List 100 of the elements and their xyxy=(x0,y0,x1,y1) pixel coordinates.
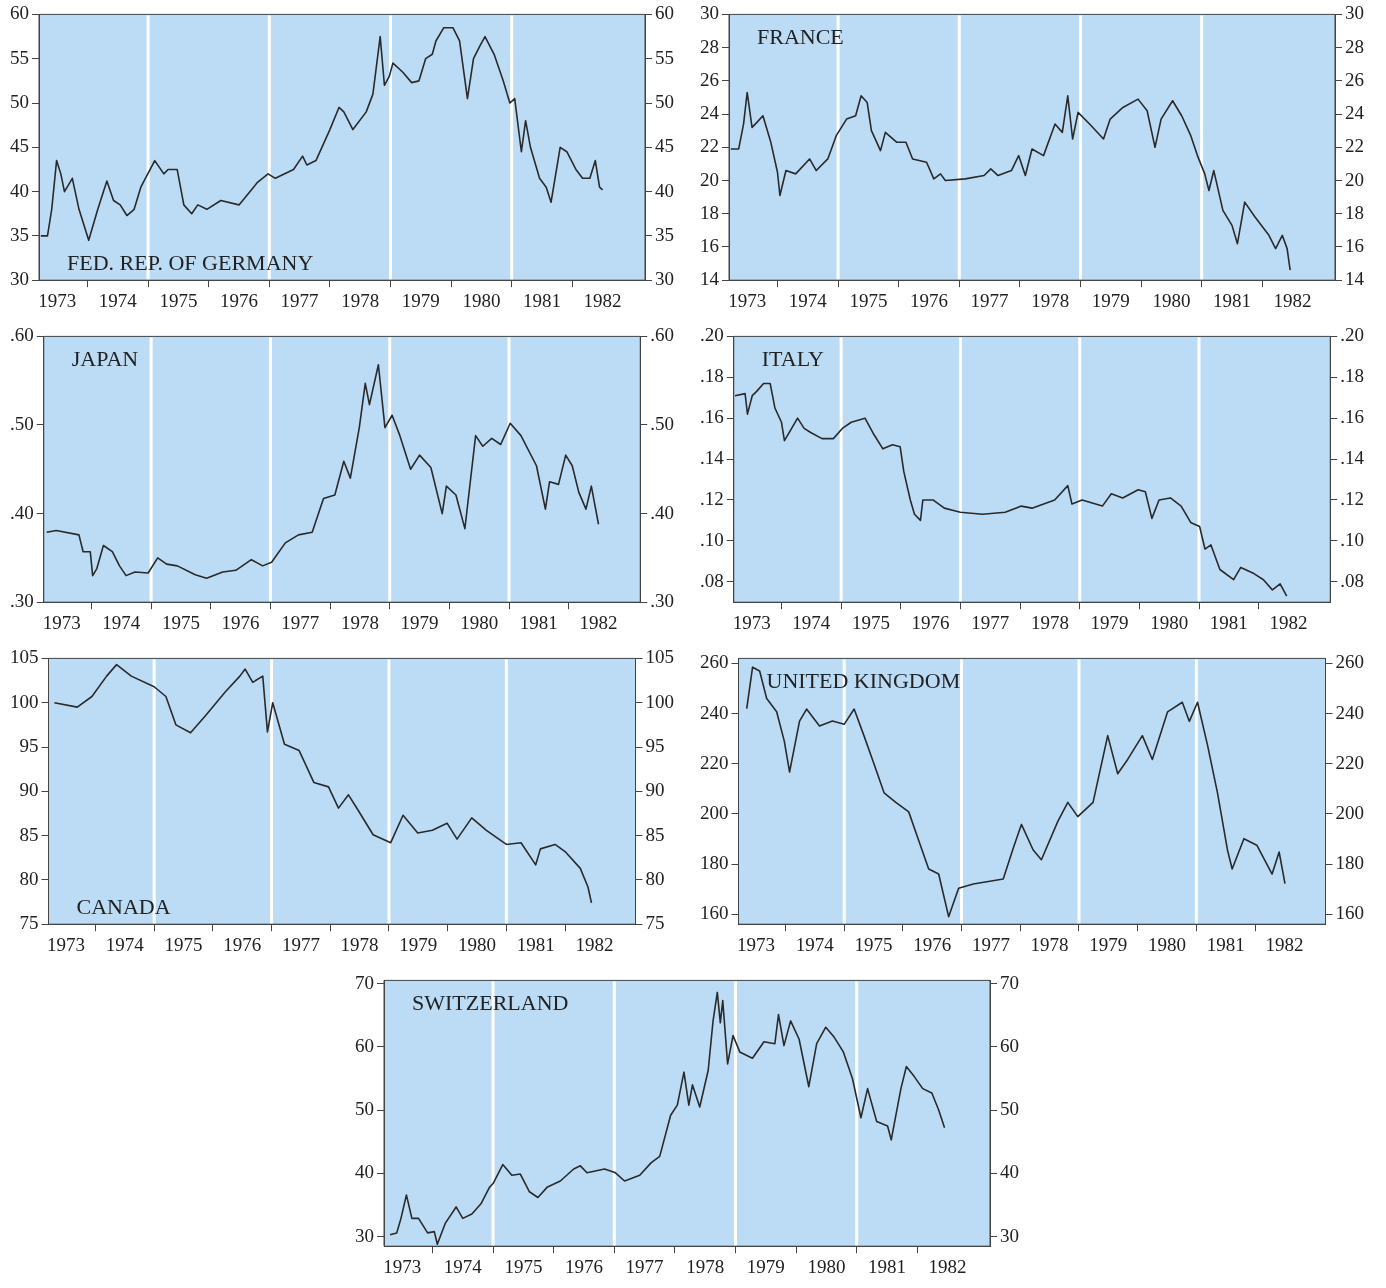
y2-tick-label: 220 xyxy=(1335,751,1364,773)
y2-tick-label: .08 xyxy=(1340,569,1364,591)
x-tick-label: 1977 xyxy=(970,289,1009,311)
y2-tick-label: .60 xyxy=(650,324,674,346)
text: SWITZERLAND xyxy=(412,990,569,1016)
y2-tick-label: 180 xyxy=(1335,852,1364,873)
y2-tick-label: 50 xyxy=(655,90,674,112)
y-tick-label: 55 xyxy=(10,46,29,68)
x-tick-label: 1979 xyxy=(1090,611,1129,633)
x-tick-label: 1978 xyxy=(340,611,379,633)
x-tick-label: 1976 xyxy=(221,611,260,633)
x-tick-label: 1982 xyxy=(1269,611,1308,633)
y2-tick-label: 75 xyxy=(645,912,665,934)
x-tick-label: 1973 xyxy=(728,289,767,311)
x-tick-label: 1981 xyxy=(519,611,558,633)
y-tick-label: .14 xyxy=(700,447,725,469)
text: CANADA xyxy=(76,894,171,920)
y-tick-label: 30 xyxy=(700,2,719,24)
y2-tick-label: .18 xyxy=(1340,365,1364,387)
x-tick-label: 1981 xyxy=(1206,933,1245,955)
x-tick-label: 1973 xyxy=(38,289,77,311)
y-tick-label: 75 xyxy=(19,912,39,934)
y-tick-label: 22 xyxy=(700,135,719,157)
x-tick-label: 1977 xyxy=(625,1255,664,1277)
x-tick-label: 1973 xyxy=(47,933,86,955)
y-tick-label: 80 xyxy=(19,867,39,889)
y2-tick-label: 45 xyxy=(655,135,674,157)
y-tick-label: 200 xyxy=(700,801,729,823)
y2-tick-label: .40 xyxy=(650,501,674,523)
y2-tick-label: 35 xyxy=(655,223,674,245)
x-tick-label: 1974 xyxy=(792,611,831,633)
x-tick-label: 1978 xyxy=(1031,289,1070,311)
x-tick-label: 1981 xyxy=(522,289,561,311)
y-tick-label: 60 xyxy=(10,2,29,24)
text: UNITED KINGDOM xyxy=(766,668,961,694)
x-tick-label: 1974 xyxy=(788,289,828,311)
y-tick-label: .20 xyxy=(700,324,724,346)
x-tick-label: 1978 xyxy=(341,289,380,311)
y-tick-label: 16 xyxy=(700,234,719,256)
y-tick-label: 35 xyxy=(10,223,29,245)
y-tick-label: 40 xyxy=(10,179,29,201)
y2-tick-label: 30 xyxy=(1345,2,1364,24)
x-tick-label: 1975 xyxy=(854,933,893,955)
y2-tick-label: 40 xyxy=(655,179,674,201)
y2-tick-label: 95 xyxy=(645,734,665,756)
x-tick-label: 1973 xyxy=(737,933,776,955)
x-tick-label: 1974 xyxy=(795,933,835,955)
y-tick-label: 70 xyxy=(355,971,374,993)
text: FRANCE xyxy=(757,24,844,50)
x-tick-label: 1982 xyxy=(1273,289,1312,311)
x-tick-label: 1978 xyxy=(340,933,379,955)
y-tick-label: .40 xyxy=(10,501,34,523)
x-tick-label: 1974 xyxy=(105,933,145,955)
y2-tick-label: 16 xyxy=(1345,234,1364,256)
x-tick-label: 1973 xyxy=(383,1255,422,1277)
y-tick-label: .30 xyxy=(10,590,34,612)
text: ITALY xyxy=(761,346,824,372)
y-tick-label: .50 xyxy=(10,412,34,434)
x-tick-label: 1981 xyxy=(1209,611,1248,633)
y2-tick-label: 105 xyxy=(645,646,674,668)
x-tick-label: 1980 xyxy=(1152,289,1191,311)
text: JAPAN xyxy=(71,346,139,372)
x-tick-label: 1977 xyxy=(971,611,1010,633)
y2-tick-label: 70 xyxy=(1000,971,1019,993)
y2-tick-label: 80 xyxy=(645,867,665,889)
y2-tick-label: 240 xyxy=(1335,701,1364,723)
x-tick-label: 1980 xyxy=(807,1255,846,1277)
x-tick-label: 1982 xyxy=(579,611,618,633)
y2-tick-label: 22 xyxy=(1345,135,1364,157)
x-tick-label: 1982 xyxy=(928,1255,967,1277)
y2-tick-label: 85 xyxy=(645,823,665,845)
y2-tick-label: 200 xyxy=(1335,801,1364,823)
x-tick-label: 1976 xyxy=(223,933,262,955)
y-tick-label: 40 xyxy=(355,1161,374,1183)
y2-tick-label: 20 xyxy=(1345,168,1364,190)
y-tick-label: 28 xyxy=(700,35,719,57)
y-tick-label: 90 xyxy=(19,779,39,801)
x-tick-label: 1975 xyxy=(504,1255,543,1277)
y-tick-label: 240 xyxy=(700,701,729,723)
text: FED. REP. OF GERMANY xyxy=(67,250,314,276)
y-tick-label: 85 xyxy=(19,823,39,845)
x-tick-label: 1981 xyxy=(1212,289,1251,311)
y-tick-label: .08 xyxy=(700,569,724,591)
x-tick-label: 1982 xyxy=(1265,933,1304,955)
x-tick-label: 1975 xyxy=(164,933,203,955)
y2-tick-label: 30 xyxy=(655,268,674,290)
x-tick-label: 1976 xyxy=(564,1255,603,1277)
x-tick-label: 1981 xyxy=(867,1255,906,1277)
y-tick-label: .18 xyxy=(700,365,724,387)
y-tick-label: 60 xyxy=(355,1034,374,1056)
x-tick-label: 1973 xyxy=(732,611,771,633)
y2-tick-label: 14 xyxy=(1345,268,1365,290)
y2-tick-label: 50 xyxy=(1000,1098,1019,1120)
x-tick-label: 1976 xyxy=(219,289,258,311)
y2-tick-label: 55 xyxy=(655,46,674,68)
x-tick-label: 1977 xyxy=(971,933,1010,955)
y2-tick-label: 26 xyxy=(1345,68,1364,90)
x-tick-label: 1980 xyxy=(1148,933,1187,955)
x-tick-label: 1979 xyxy=(401,289,440,311)
x-tick-label: 1980 xyxy=(462,289,501,311)
